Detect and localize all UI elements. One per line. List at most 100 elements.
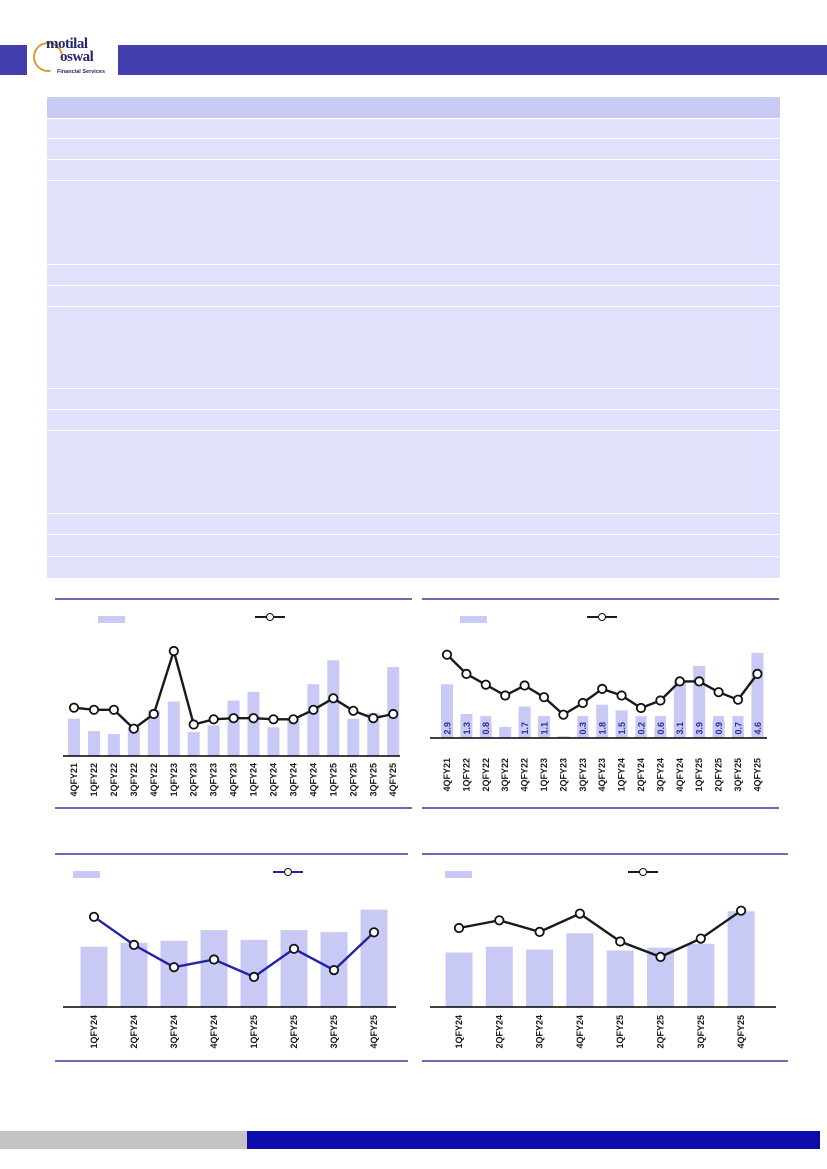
table-row xyxy=(47,264,780,285)
legend-marker-icon xyxy=(266,613,274,621)
logo-word2: oswal xyxy=(60,49,94,65)
chart-top-rule xyxy=(55,853,408,855)
table-row xyxy=(47,306,780,388)
svg-text:3QFY25: 3QFY25 xyxy=(368,763,378,797)
svg-text:1QFY25: 1QFY25 xyxy=(615,1015,625,1049)
svg-text:3QFY25: 3QFY25 xyxy=(733,758,743,792)
svg-text:2.9: 2.9 xyxy=(442,722,452,735)
chart-bottom-rule xyxy=(55,1060,408,1062)
chart-plot: 1QFY24 2QFY24 3QFY24 4QFY24 1QFY25 2QFY25 3QFY… xyxy=(63,909,396,1049)
svg-text:4QFY23: 4QFY23 xyxy=(229,763,239,797)
svg-text:3QFY24: 3QFY24 xyxy=(535,1015,545,1049)
svg-text:2QFY24: 2QFY24 xyxy=(269,763,279,797)
table-row xyxy=(47,430,780,513)
svg-text:4QFY21: 4QFY21 xyxy=(442,758,452,792)
svg-text:2QFY23: 2QFY23 xyxy=(558,758,568,792)
chart-top-right: 4QFY21 1QFY22 2QFY22 3QFY22 4QFY22 1QFY23 2QFY… xyxy=(422,598,779,811)
footer-gray-bar xyxy=(0,1131,247,1149)
svg-text:3QFY25: 3QFY25 xyxy=(696,1015,706,1049)
svg-text:1QFY22: 1QFY22 xyxy=(89,763,99,797)
svg-text:4QFY22: 4QFY22 xyxy=(520,758,530,792)
svg-text:3QFY22: 3QFY22 xyxy=(500,758,510,792)
svg-text:0.3: 0.3 xyxy=(578,722,588,735)
table-header-row xyxy=(47,97,780,118)
svg-text:1.3: 1.3 xyxy=(462,722,472,735)
svg-text:4QFY23: 4QFY23 xyxy=(597,758,607,792)
logo-tagline: Financial Services xyxy=(57,69,105,75)
svg-text:2QFY25: 2QFY25 xyxy=(289,1015,299,1049)
chart-top-left: 4QFY21 1QFY22 2QFY22 3QFY22 4QFY22 1QFY23 2QFY… xyxy=(55,598,412,811)
table-row xyxy=(47,513,780,534)
legend-line-swatch xyxy=(273,868,303,876)
svg-text:4QFY25: 4QFY25 xyxy=(388,763,398,797)
svg-text:4QFY24: 4QFY24 xyxy=(575,1015,585,1049)
svg-text:1QFY23: 1QFY23 xyxy=(169,763,179,797)
svg-text:2QFY24: 2QFY24 xyxy=(129,1015,139,1049)
svg-text:1QFY25: 1QFY25 xyxy=(694,758,704,792)
chart-top-rule xyxy=(422,853,788,855)
svg-text:4QFY24: 4QFY24 xyxy=(209,1015,219,1049)
chart-top-rule xyxy=(55,598,412,600)
svg-text:3.9: 3.9 xyxy=(695,722,705,735)
legend-line-swatch xyxy=(587,613,617,621)
table-row xyxy=(47,534,780,556)
svg-text:2QFY22: 2QFY22 xyxy=(109,763,119,797)
logo-wordmark: motilal oswal xyxy=(46,36,94,65)
svg-text:1QFY24: 1QFY24 xyxy=(617,758,627,792)
legend-marker-icon xyxy=(639,868,647,876)
svg-text:3QFY24: 3QFY24 xyxy=(169,1015,179,1049)
table-row xyxy=(47,180,780,264)
table-row xyxy=(47,285,780,306)
svg-text:1.8: 1.8 xyxy=(598,722,608,735)
svg-text:1.1: 1.1 xyxy=(539,722,549,735)
svg-text:1QFY22: 1QFY22 xyxy=(461,758,471,792)
svg-text:3QFY23: 3QFY23 xyxy=(578,758,588,792)
svg-text:4QFY25: 4QFY25 xyxy=(369,1015,379,1049)
svg-text:3QFY24: 3QFY24 xyxy=(288,763,298,797)
svg-text:1QFY24: 1QFY24 xyxy=(454,1015,464,1049)
svg-text:3QFY24: 3QFY24 xyxy=(655,758,665,792)
svg-text:1QFY24: 1QFY24 xyxy=(249,763,259,797)
chart-plot: 1QFY24 2QFY24 3QFY24 4QFY24 1QFY25 2QFY25 3QFY… xyxy=(430,905,776,1049)
svg-text:2QFY25: 2QFY25 xyxy=(348,763,358,797)
legend-bar-swatch xyxy=(73,871,100,878)
svg-text:1QFY23: 1QFY23 xyxy=(539,758,549,792)
chart-bottom-rule xyxy=(422,807,779,809)
table-row xyxy=(47,388,780,409)
svg-text:3QFY23: 3QFY23 xyxy=(209,763,219,797)
legend-marker-icon xyxy=(284,868,292,876)
header-title-bar xyxy=(118,45,827,75)
logo-word1: motilal xyxy=(46,36,88,52)
header-left-accent-block xyxy=(0,45,27,75)
svg-text:2QFY25: 2QFY25 xyxy=(656,1015,666,1049)
svg-text:1QFY24: 1QFY24 xyxy=(89,1015,99,1049)
chart-bottom-rule xyxy=(55,807,412,809)
svg-text:2QFY22: 2QFY22 xyxy=(481,758,491,792)
financial-table xyxy=(47,97,780,578)
table-row xyxy=(47,159,780,180)
table-row xyxy=(47,118,780,138)
svg-text:2QFY23: 2QFY23 xyxy=(189,763,199,797)
svg-text:2QFY24: 2QFY24 xyxy=(494,1015,504,1049)
svg-text:2QFY25: 2QFY25 xyxy=(714,758,724,792)
chart-plot: 4QFY21 1QFY22 2QFY22 3QFY22 4QFY22 1QFY23 2QFY… xyxy=(63,645,400,797)
svg-text:3.1: 3.1 xyxy=(675,722,685,735)
svg-text:3QFY22: 3QFY22 xyxy=(129,763,139,797)
chart-plot: 4QFY21 1QFY22 2QFY22 3QFY22 4QFY22 1QFY23 2QFY… xyxy=(430,649,767,792)
svg-text:1.7: 1.7 xyxy=(520,722,530,735)
legend-bar-swatch xyxy=(460,616,487,623)
legend-line-swatch xyxy=(628,868,658,876)
svg-text:0.9: 0.9 xyxy=(714,722,724,735)
svg-text:3QFY25: 3QFY25 xyxy=(329,1015,339,1049)
svg-text:1QFY25: 1QFY25 xyxy=(328,763,338,797)
legend-bar-swatch xyxy=(98,616,125,623)
legend-line-swatch xyxy=(255,613,285,621)
svg-text:4QFY21: 4QFY21 xyxy=(69,763,79,797)
table-row xyxy=(47,556,780,578)
chart-bottom-left: 1QFY24 2QFY24 3QFY24 4QFY24 1QFY25 2QFY25 3QFY… xyxy=(55,853,408,1062)
svg-text:1QFY25: 1QFY25 xyxy=(249,1015,259,1049)
svg-text:0.7: 0.7 xyxy=(733,722,743,735)
svg-text:0.2: 0.2 xyxy=(636,722,646,735)
motilal-oswal-logo: motilal oswal Financial Services xyxy=(27,36,120,86)
